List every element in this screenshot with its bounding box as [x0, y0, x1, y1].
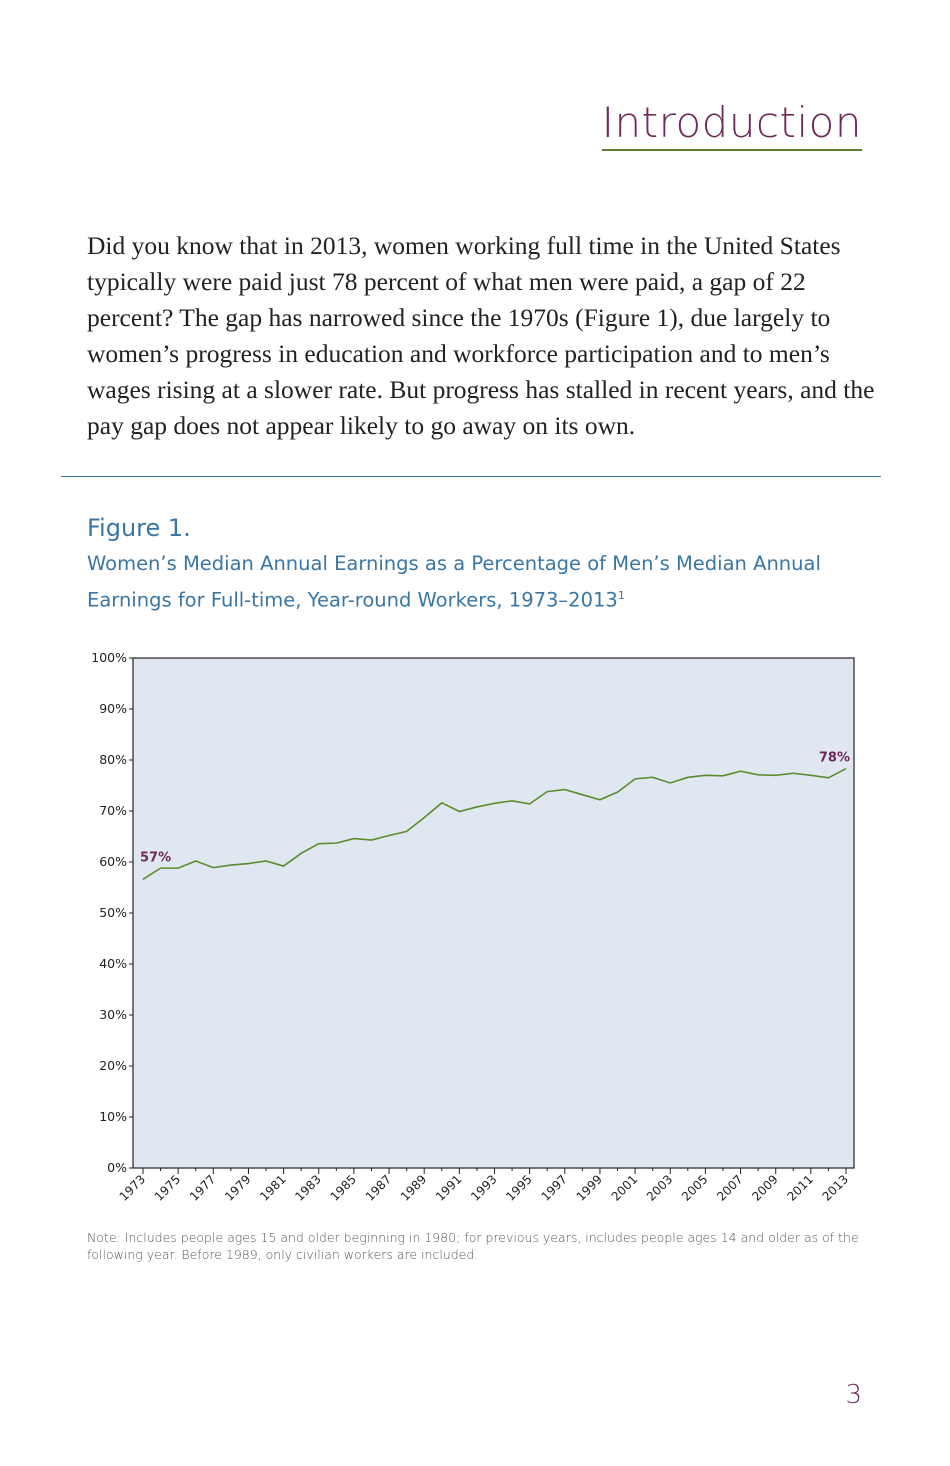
x-tick-label: 1999	[574, 1172, 605, 1203]
x-tick-label: 1981	[257, 1172, 288, 1203]
intro-paragraph: Did you know that in 2013, women working…	[87, 231, 875, 440]
x-tick-label: 2003	[644, 1172, 675, 1203]
x-tick-label: 2009	[749, 1172, 780, 1203]
x-tick-label: 1973	[117, 1172, 148, 1203]
x-tick-label: 1993	[468, 1172, 499, 1203]
x-tick-label: 2007	[714, 1172, 745, 1203]
y-tick-label: 10%	[99, 1109, 127, 1124]
x-tick-label: 2013	[820, 1172, 851, 1203]
x-tick-label: 1989	[398, 1172, 429, 1203]
y-tick-label: 90%	[99, 701, 127, 716]
y-tick-label: 50%	[99, 905, 127, 920]
x-tick-label: 1991	[433, 1172, 464, 1203]
figure-title-text: Women’s Median Annual Earnings as a Perc…	[87, 552, 821, 612]
x-tick-label: 1985	[328, 1172, 359, 1203]
y-tick-label: 80%	[99, 752, 127, 767]
y-tick-label: 100%	[91, 650, 127, 665]
x-tick-label: 1983	[292, 1172, 323, 1203]
divider	[61, 476, 881, 477]
y-tick-label: 0%	[107, 1160, 127, 1175]
plot-area	[132, 657, 855, 1169]
x-tick-label: 1979	[222, 1172, 253, 1203]
y-tick-label: 30%	[99, 1007, 127, 1022]
line-chart: 0%10%20%30%40%50%60%70%80%90%100%1973 197…	[91, 650, 855, 1204]
y-tick-label: 60%	[99, 854, 127, 869]
x-tick-label: 2005	[679, 1172, 710, 1203]
x-tick-label: 2001	[609, 1172, 640, 1203]
x-tick-label: 1995	[503, 1172, 534, 1203]
y-tick-label: 70%	[99, 803, 127, 818]
data-label: 57%	[140, 850, 171, 865]
x-tick-label: 1987	[363, 1172, 394, 1203]
data-line	[142, 767, 847, 881]
x-tick-label: 1997	[538, 1172, 569, 1203]
footnote-marker: 1	[617, 589, 625, 602]
x-tick-label: 2011	[784, 1172, 815, 1203]
page-title: Introduction	[601, 98, 862, 151]
y-tick-label: 20%	[99, 1058, 127, 1073]
y-tick-label: 40%	[99, 956, 127, 971]
x-tick-label: 1977	[187, 1172, 218, 1203]
page-number: 3	[845, 1380, 862, 1410]
data-label: 78%	[819, 751, 850, 766]
figure-note: Note: Includes people ages 15 and older …	[87, 1230, 859, 1262]
figure-title: Women’s Median Annual Earnings as a Perc…	[87, 548, 847, 617]
figure-label: Figure 1.	[87, 514, 191, 542]
x-tick-label: 1975	[152, 1172, 183, 1203]
